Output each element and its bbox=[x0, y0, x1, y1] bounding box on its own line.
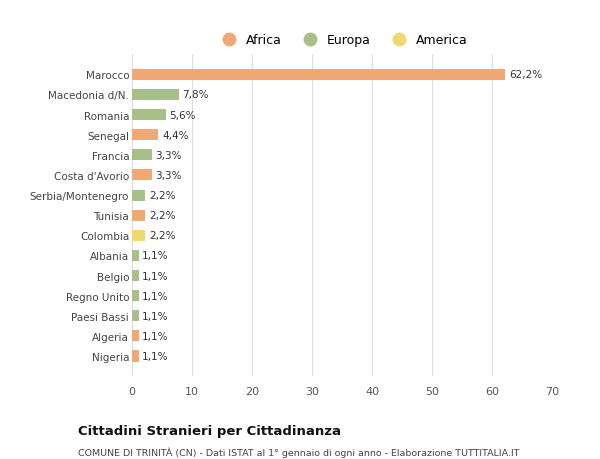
Text: 3,3%: 3,3% bbox=[155, 171, 182, 180]
Text: 1,1%: 1,1% bbox=[142, 291, 169, 301]
Bar bbox=[132, 250, 139, 262]
Text: 3,3%: 3,3% bbox=[155, 151, 182, 161]
Text: Cittadini Stranieri per Cittadinanza: Cittadini Stranieri per Cittadinanza bbox=[78, 425, 341, 437]
Text: 2,2%: 2,2% bbox=[149, 231, 175, 241]
Bar bbox=[132, 170, 152, 181]
Text: 2,2%: 2,2% bbox=[149, 211, 175, 221]
Text: 5,6%: 5,6% bbox=[169, 110, 196, 120]
Bar bbox=[132, 311, 139, 322]
Text: 1,1%: 1,1% bbox=[142, 351, 169, 361]
Text: 1,1%: 1,1% bbox=[142, 311, 169, 321]
Bar bbox=[132, 210, 145, 221]
Bar bbox=[132, 291, 139, 302]
Bar bbox=[132, 110, 166, 121]
Text: 7,8%: 7,8% bbox=[182, 90, 209, 100]
Text: 2,2%: 2,2% bbox=[149, 190, 175, 201]
Text: 1,1%: 1,1% bbox=[142, 331, 169, 341]
Text: 1,1%: 1,1% bbox=[142, 251, 169, 261]
Text: 62,2%: 62,2% bbox=[509, 70, 542, 80]
Bar bbox=[132, 270, 139, 281]
Bar bbox=[132, 70, 505, 81]
Text: 4,4%: 4,4% bbox=[162, 130, 188, 140]
Bar bbox=[132, 230, 145, 241]
Text: 1,1%: 1,1% bbox=[142, 271, 169, 281]
Legend: Africa, Europa, America: Africa, Europa, America bbox=[211, 29, 473, 52]
Bar bbox=[132, 130, 158, 141]
Bar bbox=[132, 190, 145, 201]
Bar bbox=[132, 351, 139, 362]
Bar bbox=[132, 150, 152, 161]
Bar bbox=[132, 330, 139, 341]
Bar bbox=[132, 90, 179, 101]
Text: COMUNE DI TRINITÀ (CN) - Dati ISTAT al 1° gennaio di ogni anno - Elaborazione TU: COMUNE DI TRINITÀ (CN) - Dati ISTAT al 1… bbox=[78, 446, 520, 457]
